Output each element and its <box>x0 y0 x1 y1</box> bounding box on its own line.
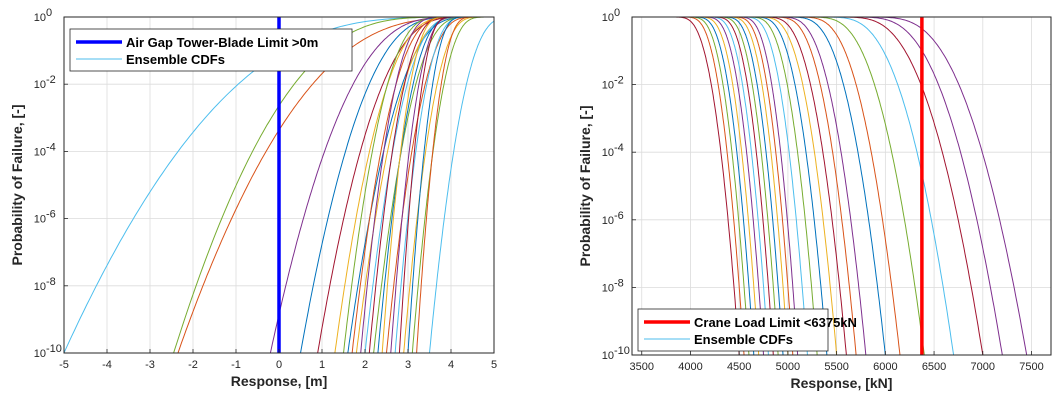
x-tick-labels: 3500 4000 4500 5000 5500 6000 6500 7000 7500 <box>630 351 1044 373</box>
y-tick-label: 10 <box>602 12 614 24</box>
y-tick-exponent: 0 <box>46 7 52 19</box>
y-tick-exponent: -6 <box>46 209 56 221</box>
legend: Crane Load Limit <6375kN Ensemble CDFs <box>637 308 857 352</box>
y-tick-label: 10 <box>602 80 614 92</box>
x-tick-label: -3 <box>145 359 155 371</box>
y-tick-exponent: -8 <box>46 276 56 288</box>
y-tick-exponent: -4 <box>614 142 624 154</box>
y-tick-exponent: 0 <box>614 7 620 19</box>
x-tick-label: 1 <box>319 359 325 371</box>
legend: Air Gap Tower-Blade Limit >0m Ensemble C… <box>69 28 353 72</box>
x-tick-labels: -5 -4 -3 -2 -1 0 1 2 3 4 5 <box>59 349 497 371</box>
legend-entry-limit: Air Gap Tower-Blade Limit >0m <box>126 35 318 50</box>
x-tick-label: 5500 <box>824 361 848 373</box>
x-tick-label: 2 <box>362 359 368 371</box>
x-tick-label: 4500 <box>727 361 751 373</box>
x-tick-label: 6500 <box>922 361 946 373</box>
x-tick-label: 3 <box>405 359 411 371</box>
legend-entry-limit: Crane Load Limit <6375kN <box>694 315 857 330</box>
x-axis-label: Response, [m] <box>231 373 327 389</box>
plot-air-gap: -5 -4 -3 -2 -1 0 1 2 3 4 5 10-1010-810-610-410-210… <box>9 7 497 389</box>
y-tick-exponent: -8 <box>614 277 624 289</box>
axes-box <box>631 16 1052 356</box>
y-tick-label: 10 <box>34 79 46 91</box>
ensemble-cdf-curve <box>429 20 494 353</box>
plot-area <box>632 17 1051 355</box>
y-tick-label: 10 <box>602 282 614 294</box>
plot-crane-load: 3500 4000 4500 5000 5500 6000 6500 7000 7500 10-… <box>577 7 1052 391</box>
y-tick-exponent: -6 <box>614 210 624 222</box>
y-tick-label: 10 <box>34 214 46 226</box>
x-tick-label: -5 <box>59 359 69 371</box>
x-tick-label: -1 <box>231 359 241 371</box>
y-tick-label: 10 <box>34 12 46 24</box>
y-axis-label: Probability of Failure, [-] <box>9 104 25 265</box>
x-tick-label: 7500 <box>1019 361 1043 373</box>
y-tick-exponent: -2 <box>614 75 624 87</box>
x-tick-label: -4 <box>102 359 112 371</box>
legend-entry-ensemble: Ensemble CDFs <box>694 332 793 347</box>
y-tick-label: 10 <box>602 215 614 227</box>
legend-box <box>69 28 353 72</box>
x-tick-label: 5000 <box>776 361 800 373</box>
legend-box <box>637 308 829 352</box>
y-tick-label: 10 <box>602 350 614 362</box>
y-tick-label: 10 <box>34 146 46 158</box>
y-tick-label: 10 <box>34 281 46 293</box>
x-tick-label: 5 <box>491 359 497 371</box>
legend-entry-ensemble: Ensemble CDFs <box>126 52 225 67</box>
y-tick-label: 10 <box>34 348 46 360</box>
y-tick-exponent: -10 <box>614 345 630 357</box>
y-axis-label: Probability of Failure, [-] <box>577 105 593 266</box>
y-tick-exponent: -4 <box>46 141 56 153</box>
y-tick-exponent: -2 <box>46 74 56 86</box>
x-tick-label: 4000 <box>678 361 702 373</box>
x-tick-label: 4 <box>448 359 454 371</box>
x-tick-label: -2 <box>188 359 198 371</box>
x-tick-label: 0 <box>276 359 282 371</box>
x-tick-label: 3500 <box>630 361 654 373</box>
x-axis-label: Response, [kN] <box>791 375 893 391</box>
y-tick-label: 10 <box>602 147 614 159</box>
x-tick-label: 6000 <box>873 361 897 373</box>
y-tick-exponent: -10 <box>46 343 62 355</box>
x-tick-label: 7000 <box>971 361 995 373</box>
